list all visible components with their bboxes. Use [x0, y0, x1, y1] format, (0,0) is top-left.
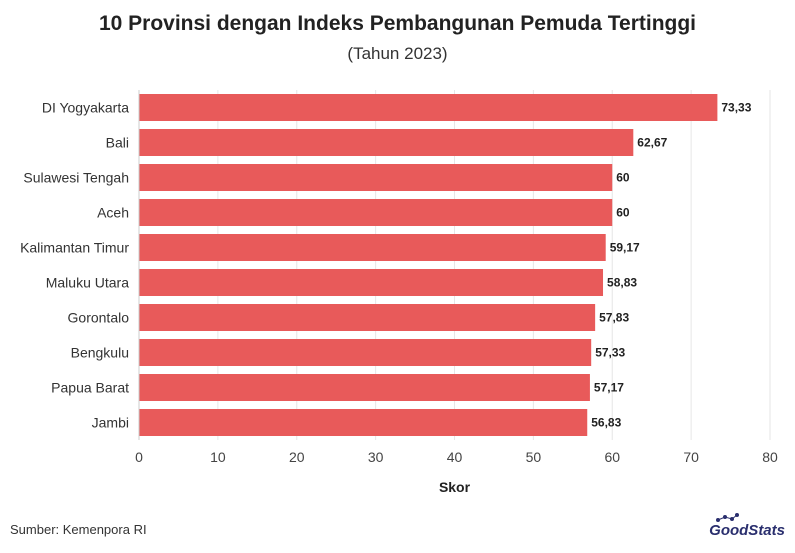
bar — [139, 94, 718, 121]
x-tick-label: 70 — [683, 449, 699, 465]
bar — [139, 374, 590, 401]
x-tick-label: 20 — [289, 449, 305, 465]
x-tick-label: 60 — [604, 449, 620, 465]
x-tick-label: 80 — [762, 449, 778, 465]
category-label: Gorontalo — [68, 310, 130, 326]
bar — [139, 164, 613, 191]
data-label: 62,67 — [637, 136, 667, 150]
data-label: 60 — [616, 206, 630, 220]
x-axis-label: Skor — [439, 479, 471, 495]
data-label: 60 — [616, 171, 630, 185]
category-label: Kalimantan Timur — [20, 240, 129, 256]
chart-subtitle: (Tahun 2023) — [347, 44, 448, 63]
data-label: 58,83 — [607, 276, 637, 290]
logo-dots-icon — [716, 513, 740, 522]
bar — [139, 234, 606, 261]
category-label: Aceh — [97, 205, 129, 221]
logo-text: GoodStats — [709, 522, 785, 539]
category-label: Papua Barat — [51, 380, 129, 396]
category-label: Sulawesi Tengah — [23, 170, 129, 186]
data-label: 57,33 — [595, 346, 625, 360]
category-label: Jambi — [92, 415, 129, 431]
data-label: 56,83 — [591, 416, 621, 430]
category-label: Maluku Utara — [46, 275, 129, 291]
data-label: 57,83 — [599, 311, 629, 325]
goodstats-logo: GoodStats — [709, 513, 785, 539]
data-label: 57,17 — [594, 381, 624, 395]
x-tick-label: 0 — [135, 449, 143, 465]
category-label: Bengkulu — [71, 345, 129, 361]
category-label: Bali — [106, 135, 129, 151]
chart-title: 10 Provinsi dengan Indeks Pembangunan Pe… — [98, 12, 697, 35]
bar — [139, 199, 613, 226]
x-tick-label: 40 — [447, 449, 463, 465]
x-tick-label: 50 — [526, 449, 542, 465]
source-note: Sumber: Kemenpora RI — [10, 522, 147, 537]
bar — [139, 339, 592, 366]
bar — [139, 269, 604, 296]
x-tick-label: 30 — [368, 449, 384, 465]
data-label: 59,17 — [610, 241, 640, 255]
category-label: DI Yogyakarta — [42, 100, 129, 116]
bar — [139, 409, 588, 436]
bar — [139, 129, 634, 156]
bar — [139, 304, 596, 331]
data-label: 73,33 — [721, 101, 751, 115]
x-tick-label: 10 — [210, 449, 226, 465]
